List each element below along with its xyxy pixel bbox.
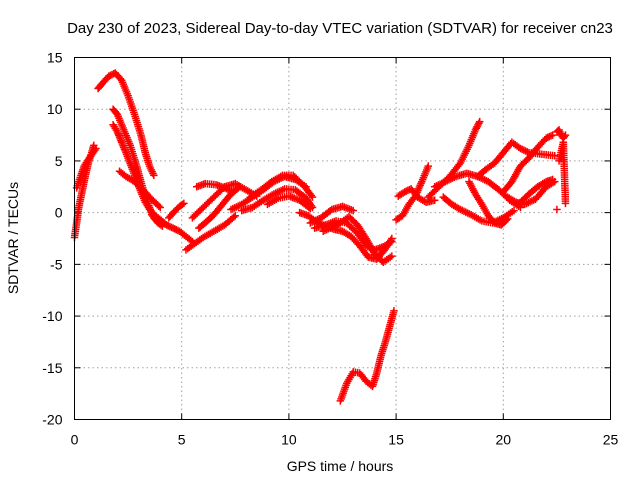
data-point [229, 188, 237, 196]
data-point [553, 205, 561, 214]
grid-lines [74, 57, 611, 420]
series-arc-z [439, 193, 518, 227]
series-arc-l [192, 179, 237, 196]
x-tick-label: 20 [496, 432, 512, 448]
data-point [503, 215, 512, 223]
y-tick-label: 15 [47, 50, 63, 66]
series-arc-x [424, 117, 484, 201]
data-point [231, 211, 240, 220]
series-arc-i [182, 211, 240, 254]
data-point [390, 307, 398, 315]
series-arc-af [553, 126, 570, 142]
data-point [150, 171, 158, 180]
y-tick-label: 10 [47, 101, 63, 117]
series-arc-f [115, 167, 165, 212]
data-point [92, 144, 100, 153]
y-tick-label: -10 [42, 308, 62, 324]
x-tick-label: 0 [71, 432, 79, 448]
series-arc-ac [499, 131, 557, 196]
data-point [156, 203, 165, 212]
series-arc-o [246, 171, 317, 201]
y-tick-label: -20 [42, 412, 62, 428]
plot-frame [74, 57, 611, 420]
data-point [561, 131, 570, 139]
data-point [424, 162, 433, 170]
data-point [430, 196, 439, 204]
data-points [70, 69, 570, 405]
series-arc-g [147, 210, 197, 246]
y-tick-labels: 15 10 5 0 -5 -10 -15 -20 [42, 50, 62, 428]
series-arc-b [72, 144, 100, 192]
data-point [388, 252, 396, 260]
series-arc-ah [553, 205, 561, 214]
chart-title: Day 230 of 2023, Sidereal Day-to-day VTE… [67, 20, 613, 37]
series-arc-t [306, 202, 357, 227]
y-tick-label: -15 [42, 360, 62, 376]
data-point [475, 117, 484, 126]
series-arc-h [165, 199, 188, 222]
data-point [180, 199, 188, 208]
series-arc-ae [516, 175, 557, 207]
series-arc-aa [465, 177, 512, 229]
series-arc-p [263, 192, 315, 213]
y-tick-label: -5 [50, 256, 63, 272]
x-tick-label: 5 [178, 432, 186, 448]
series-arc-u [336, 307, 398, 405]
x-tick-labels: 0 5 10 15 20 25 [71, 432, 619, 448]
series-arc-w [394, 185, 439, 207]
x-axis-label: GPS time / hours [287, 458, 394, 474]
x-tick-label: 25 [603, 432, 619, 448]
data-point [306, 204, 315, 213]
y-tick-label: 0 [55, 205, 63, 221]
y-tick-label: 5 [55, 153, 63, 169]
data-point [548, 131, 557, 139]
x-tick-label: 15 [388, 432, 404, 448]
y-axis-label: SDTVAR / TECUs [5, 182, 21, 294]
axis-ticks [74, 57, 611, 420]
data-point [548, 175, 557, 184]
series-arc-s [319, 213, 396, 267]
data-point [388, 237, 396, 246]
series-arc-ag [555, 138, 570, 208]
series-arc-c [94, 69, 158, 180]
data-point [308, 193, 317, 201]
data-point [510, 206, 518, 215]
data-point [349, 206, 357, 215]
data-point [551, 152, 559, 160]
x-tick-label: 10 [281, 432, 297, 448]
data-point [561, 199, 570, 208]
